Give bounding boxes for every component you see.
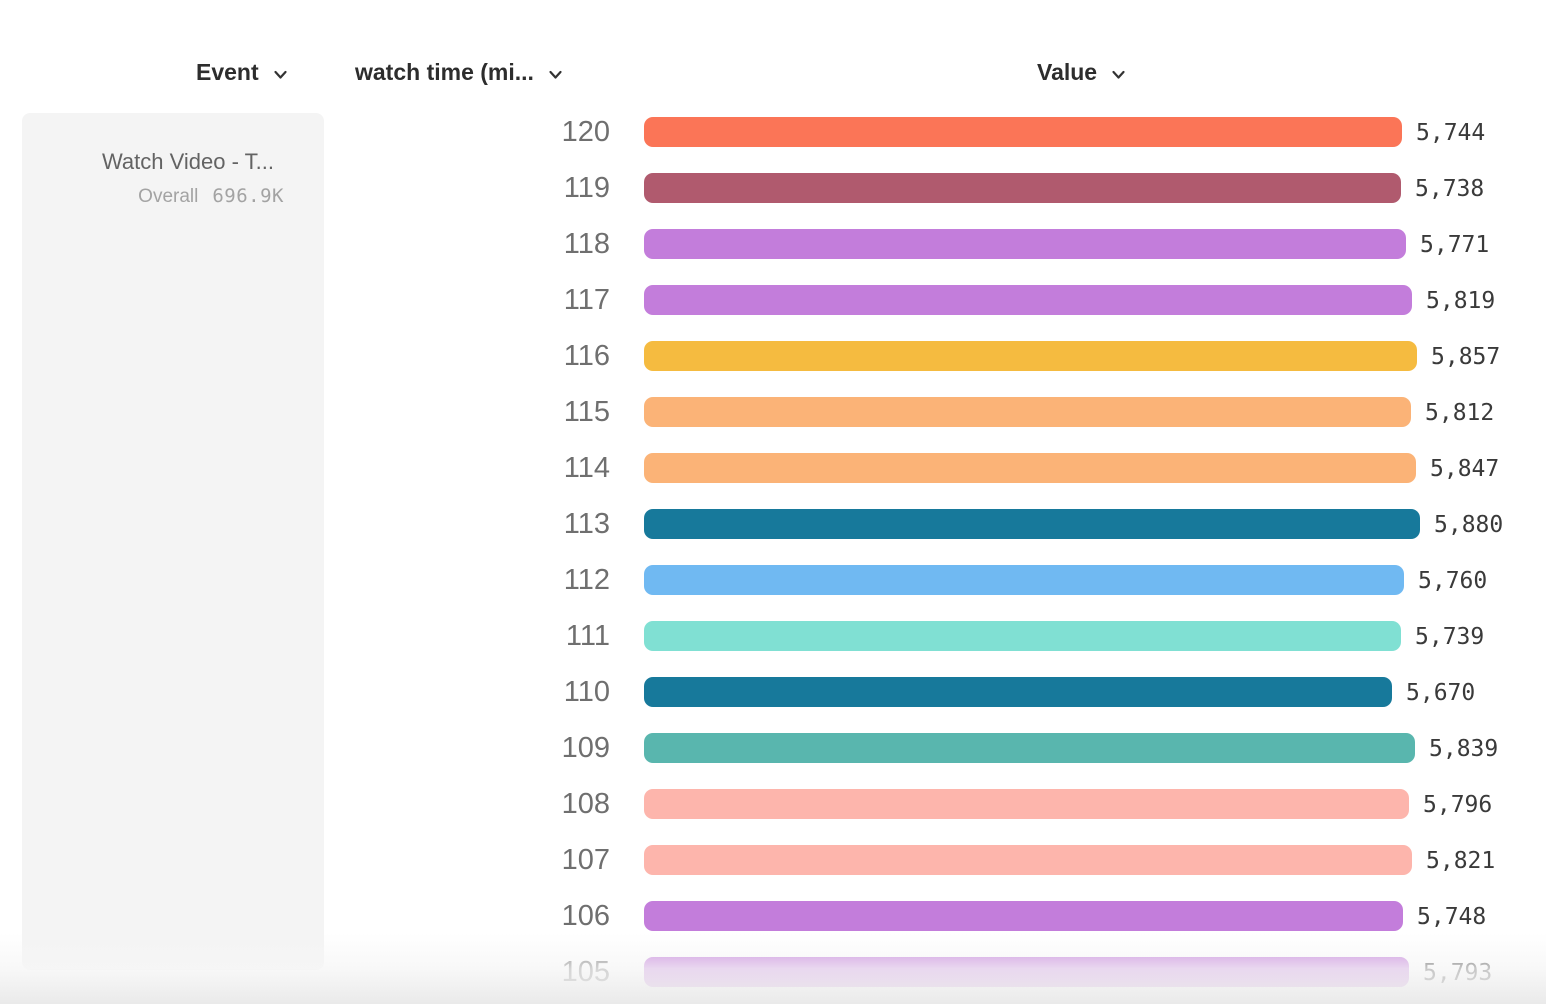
bar-value-label: 5,839: [1429, 736, 1499, 762]
chevron-down-icon: [272, 66, 289, 83]
bar[interactable]: [644, 957, 1409, 987]
bar[interactable]: [644, 285, 1412, 315]
bar-category-label: 112: [563, 564, 610, 596]
bar[interactable]: [644, 845, 1412, 875]
value-column-label: Value: [1037, 59, 1098, 85]
bar[interactable]: [644, 565, 1404, 595]
bar-category-label: 111: [565, 620, 610, 652]
bar-category-label: 117: [563, 284, 610, 316]
bar-value-label: 5,847: [1430, 456, 1500, 482]
bar[interactable]: [644, 453, 1416, 483]
bar[interactable]: [644, 341, 1417, 371]
bar-category-label: 107: [561, 844, 610, 876]
bar-category-label: 119: [563, 172, 610, 204]
event-column-header[interactable]: Event: [196, 59, 289, 86]
bar-value-label: 5,812: [1425, 400, 1495, 426]
bar-category-label: 106: [561, 900, 610, 932]
bar-value-label: 5,744: [1416, 120, 1486, 146]
series-column-header[interactable]: watch time (mi...: [355, 59, 564, 86]
bar[interactable]: [644, 789, 1409, 819]
bar-value-label: 5,880: [1434, 512, 1504, 538]
bar-category-label: 120: [561, 116, 610, 148]
bar-value-label: 5,793: [1423, 960, 1493, 986]
event-column-label: Event: [196, 59, 259, 85]
event-overall: Overall 696.9K: [22, 185, 324, 208]
overall-label: Overall: [138, 186, 199, 207]
bar-value-label: 5,738: [1415, 176, 1485, 202]
bar-value-label: 5,739: [1415, 624, 1485, 650]
bar-category-label: 109: [561, 732, 610, 764]
event-card[interactable]: Watch Video - T... Overall 696.9K: [22, 113, 324, 970]
bar-category-label: 113: [563, 508, 610, 540]
series-column-label: watch time (mi...: [355, 59, 534, 85]
bar-category-label: 118: [563, 228, 610, 260]
bar[interactable]: [644, 901, 1403, 931]
bar[interactable]: [644, 173, 1401, 203]
bar-value-label: 5,819: [1426, 288, 1496, 314]
chevron-down-icon: [1110, 66, 1127, 83]
bar-category-label: 116: [563, 340, 610, 372]
bar-value-label: 5,771: [1420, 232, 1490, 258]
bar[interactable]: [644, 397, 1411, 427]
bar[interactable]: [644, 117, 1402, 147]
bar[interactable]: [644, 229, 1406, 259]
bar-value-label: 5,760: [1418, 568, 1488, 594]
bar-value-label: 5,670: [1406, 680, 1476, 706]
bar-value-label: 5,821: [1426, 848, 1496, 874]
bar-category-label: 108: [561, 788, 610, 820]
bar-value-label: 5,796: [1423, 792, 1493, 818]
bar-value-label: 5,857: [1431, 344, 1501, 370]
bar-category-label: 114: [563, 452, 610, 484]
bar-category-label: 110: [563, 676, 610, 708]
bar[interactable]: [644, 733, 1415, 763]
value-column-header[interactable]: Value: [1037, 59, 1127, 86]
chevron-down-icon: [547, 66, 564, 83]
overall-value: 696.9K: [212, 185, 284, 207]
bar-value-label: 5,748: [1417, 904, 1487, 930]
bar[interactable]: [644, 509, 1420, 539]
bar-category-label: 115: [563, 396, 610, 428]
bar[interactable]: [644, 677, 1392, 707]
event-title: Watch Video - T...: [101, 149, 274, 174]
bar-category-label: 105: [561, 956, 610, 988]
bar[interactable]: [644, 621, 1401, 651]
